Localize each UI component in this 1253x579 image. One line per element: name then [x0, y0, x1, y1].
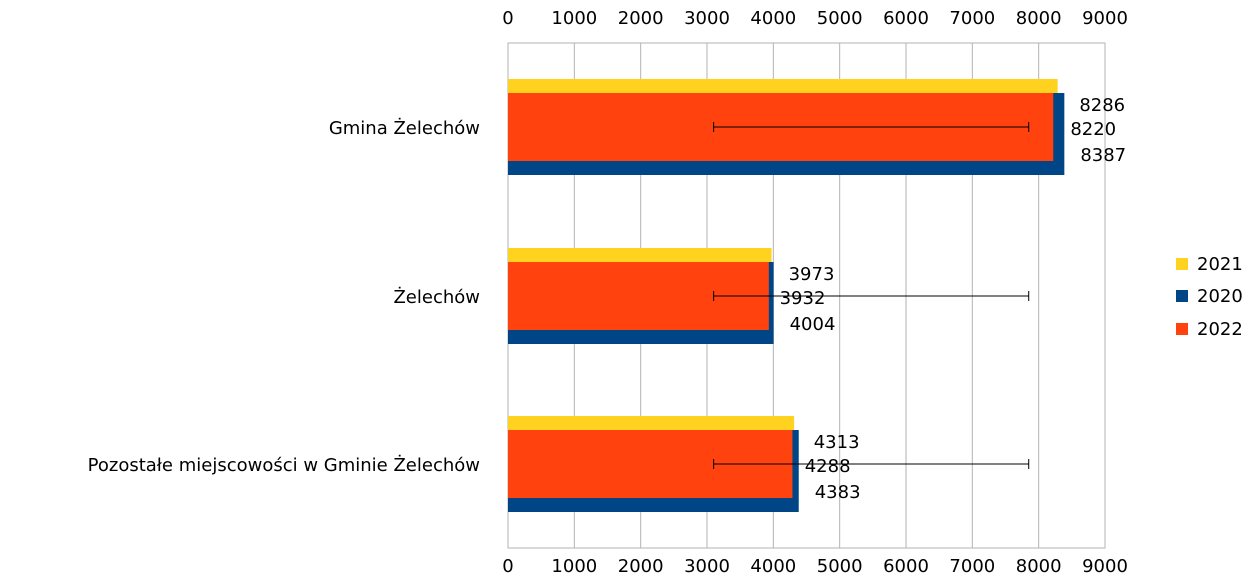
- x-tick-label-bottom: 1000: [551, 556, 597, 577]
- data-label-2021: 3973: [789, 264, 835, 285]
- data-label-2022: 4288: [805, 456, 851, 477]
- x-tick-label-bottom: 7000: [949, 556, 995, 577]
- legend-label-2021: 2021: [1197, 254, 1243, 275]
- data-label-2021: 4313: [814, 432, 860, 453]
- legend-label-2022: 2022: [1197, 319, 1243, 340]
- data-label-2022: 3932: [780, 288, 826, 309]
- x-tick-label-bottom: 2000: [618, 556, 664, 577]
- legend-swatch-2022: [1176, 323, 1188, 335]
- data-labels: 8286 8220 8387 3973 3932 4004 4313 4288 4383: [780, 95, 1127, 503]
- data-label-2020: 4004: [790, 314, 836, 335]
- axes: 0 0 1000 1000 2000 2000 3000 3000 4000 4000 5000 50…: [88, 8, 1128, 577]
- x-tick-label-bottom: 3000: [684, 556, 730, 577]
- x-tick-label-top: 9000: [1082, 8, 1128, 29]
- error-bars: [713, 122, 1030, 469]
- legend-swatch-2021: [1176, 258, 1188, 270]
- legend-label-2020: 2020: [1197, 286, 1243, 307]
- x-tick-label-top: 2000: [618, 8, 664, 29]
- x-tick-label-bottom: 5000: [817, 556, 863, 577]
- x-tick-label-bottom: 4000: [750, 556, 796, 577]
- category-label: Pozostałe miejscowości w Gminie Żelechów: [88, 455, 480, 476]
- category-label: Żelechów: [393, 287, 480, 308]
- data-label-2020: 8387: [1080, 145, 1126, 166]
- data-label-2022: 8220: [1070, 119, 1116, 140]
- x-tick-label-top: 5000: [817, 8, 863, 29]
- x-tick-label-bottom: 9000: [1082, 556, 1128, 577]
- x-tick-label-top: 4000: [750, 8, 796, 29]
- x-tick-label-bottom: 0: [502, 556, 513, 577]
- x-tick-label-bottom: 8000: [1016, 556, 1062, 577]
- legend: 2021 2020 2022: [1176, 254, 1243, 340]
- x-tick-label-top: 0: [502, 8, 513, 29]
- x-tick-label-top: 7000: [949, 8, 995, 29]
- x-tick-label-top: 3000: [684, 8, 730, 29]
- x-tick-label-top: 8000: [1016, 8, 1062, 29]
- data-label-2021: 8286: [1079, 95, 1125, 116]
- x-tick-label-top: 6000: [883, 8, 929, 29]
- category-label: Gmina Żelechów: [329, 118, 480, 139]
- data-label-2020: 4383: [815, 482, 861, 503]
- x-tick-label-top: 1000: [551, 8, 597, 29]
- legend-swatch-2020: [1176, 290, 1188, 302]
- x-tick-label-bottom: 6000: [883, 556, 929, 577]
